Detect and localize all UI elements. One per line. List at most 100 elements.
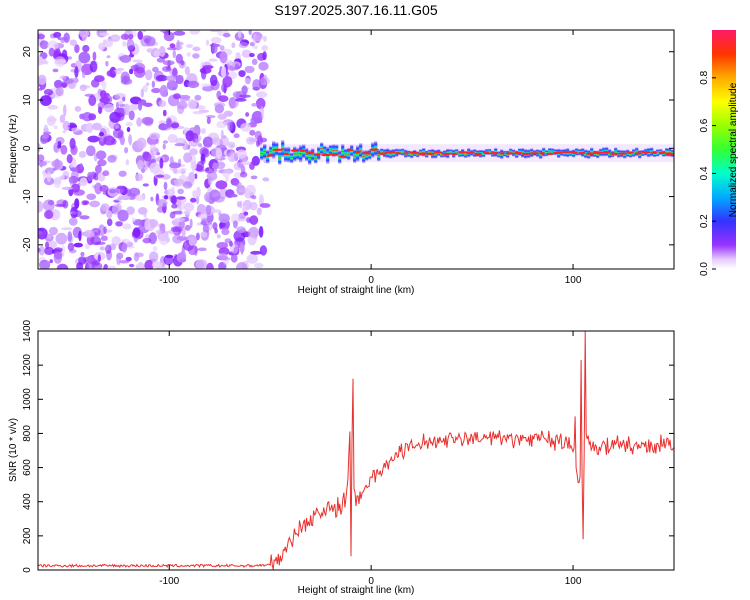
noise-blob (155, 174, 165, 178)
noise-blob (114, 107, 126, 118)
noise-blob (210, 209, 222, 213)
noise-blob (53, 31, 62, 38)
noise-blob (83, 200, 90, 205)
noise-blob (172, 67, 178, 79)
noise-blob (42, 131, 52, 135)
noise-blob (195, 232, 200, 241)
noise-blob (250, 250, 262, 255)
noise-blob (230, 254, 238, 263)
noise-blob (158, 100, 167, 108)
band-peak (489, 152, 499, 155)
noise-blob (206, 171, 218, 181)
noise-blob (52, 68, 59, 73)
chart-title: S197.2025.307.16.11.G05 (274, 2, 437, 18)
noise-blob (106, 55, 111, 59)
noise-blob (145, 36, 156, 47)
noise-blob (200, 153, 206, 162)
noise-blob (74, 44, 80, 54)
band-peak (528, 152, 540, 155)
noise-blob (145, 69, 153, 81)
noise-blob (215, 161, 226, 170)
band-peak (609, 152, 619, 155)
band-segment (503, 150, 507, 157)
noise-blob (38, 160, 48, 167)
noise-blob (114, 124, 119, 130)
band-segment (422, 147, 426, 157)
noise-blob (152, 246, 158, 252)
band-peak (283, 152, 289, 156)
snr-x-tick-label: 100 (565, 576, 582, 587)
noise-blob (159, 85, 168, 97)
band-segment (635, 147, 639, 157)
noise-blob (126, 206, 135, 215)
noise-blob (41, 133, 50, 139)
noise-blob (57, 144, 62, 149)
noise-blob (216, 234, 221, 239)
noise-blob (120, 195, 131, 201)
band-peak (617, 152, 628, 155)
band-peak (441, 152, 451, 156)
noise-blob (125, 121, 133, 127)
noise-blob (124, 146, 129, 154)
band-segment (353, 149, 357, 164)
band-peak (315, 153, 321, 157)
noise-blob (244, 77, 251, 85)
noise-blob (124, 103, 130, 116)
noise-blob (115, 221, 123, 227)
colorbar-gradient (712, 30, 736, 269)
noise-blob (217, 253, 228, 260)
noise-blob (73, 77, 79, 83)
noise-blob (132, 227, 141, 238)
noise-blob (53, 250, 63, 260)
noise-blob (91, 262, 103, 269)
noise-blob (137, 30, 144, 40)
noise-blob (234, 98, 247, 102)
snr-series-line (38, 331, 674, 570)
noise-blob (147, 219, 159, 228)
noise-blob (100, 203, 110, 212)
noise-blob (111, 236, 121, 246)
noise-blob (47, 105, 59, 110)
snr-x-label: Height of straight line (km) (298, 585, 415, 596)
band-peak (585, 152, 595, 156)
noise-blob (106, 70, 116, 77)
noise-blob (144, 259, 154, 269)
noise-blob (102, 170, 110, 177)
noise-blob (69, 39, 77, 46)
noise-blob (46, 117, 57, 122)
band-peak (290, 149, 298, 152)
noise-blob (118, 170, 127, 177)
band-segment (266, 149, 270, 164)
noise-blob (149, 132, 161, 140)
noise-blob (194, 138, 199, 144)
noise-blob (149, 144, 156, 151)
noise-blob (205, 115, 216, 119)
noise-blob (126, 126, 131, 133)
noise-blob (79, 215, 90, 220)
noise-blob (145, 82, 150, 86)
noise-blob (250, 175, 258, 180)
colorbar-ticks: 0.0 0.2 0.4 0.6 0.8 (699, 70, 716, 276)
noise-blob (176, 104, 185, 115)
noise-blob (93, 75, 105, 83)
noise-blob (47, 199, 55, 206)
band-peak (553, 151, 564, 154)
band-peak (433, 151, 443, 154)
noise-blob (59, 114, 66, 124)
band-segment (344, 148, 348, 160)
band-segment (521, 147, 525, 158)
snr-x-tick-label: -100 (159, 576, 179, 587)
noise-blob (48, 47, 55, 57)
noise-blob (200, 231, 208, 238)
noise-blob (73, 242, 84, 248)
noise-blob (258, 226, 264, 238)
noise-blob (238, 42, 249, 49)
noise-blob (153, 50, 161, 57)
noise-blob (131, 217, 136, 223)
noise-blob (54, 56, 66, 67)
band-segment (263, 143, 267, 160)
